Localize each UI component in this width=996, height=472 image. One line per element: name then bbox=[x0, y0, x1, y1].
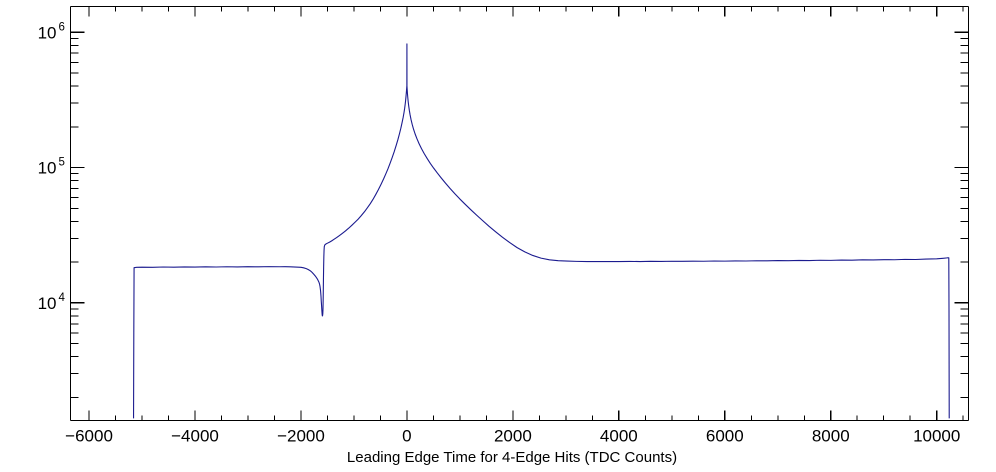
x-axis-ticks bbox=[88, 6, 964, 421]
x-tick-label: 8000 bbox=[812, 427, 850, 446]
x-axis-tick-labels: −6000 −4000 −2000 0 2000 4000 6000 8000 10000 bbox=[65, 427, 960, 446]
x-tick-label: 4000 bbox=[600, 427, 638, 446]
x-tick-label: 10000 bbox=[913, 427, 960, 446]
y-tick-label-mantissa: 10 bbox=[38, 294, 57, 313]
y-tick-label-exponent: 6 bbox=[59, 21, 65, 33]
x-tick-label: −2000 bbox=[277, 427, 325, 446]
x-tick-label: 6000 bbox=[706, 427, 744, 446]
x-tick-label: −4000 bbox=[171, 427, 219, 446]
data-series-line bbox=[133, 43, 950, 419]
y-tick-label: 10 4 bbox=[38, 292, 66, 313]
x-tick-label: 0 bbox=[402, 427, 411, 446]
y-tick-label-exponent: 4 bbox=[59, 292, 66, 304]
y-tick-label-mantissa: 10 bbox=[38, 159, 57, 178]
y-tick-label-exponent: 5 bbox=[59, 157, 65, 169]
y-axis-ticks bbox=[70, 31, 969, 398]
y-tick-label-mantissa: 10 bbox=[38, 23, 57, 42]
y-tick-label: 10 5 bbox=[38, 157, 65, 178]
axis-frame bbox=[69, 5, 970, 422]
data-series-group bbox=[133, 43, 950, 419]
x-tick-label: 2000 bbox=[494, 427, 532, 446]
x-tick-label: −6000 bbox=[65, 427, 113, 446]
x-axis-title: Leading Edge Time for 4-Edge Hits (TDC C… bbox=[347, 449, 677, 466]
y-tick-label: 10 6 bbox=[38, 21, 65, 42]
